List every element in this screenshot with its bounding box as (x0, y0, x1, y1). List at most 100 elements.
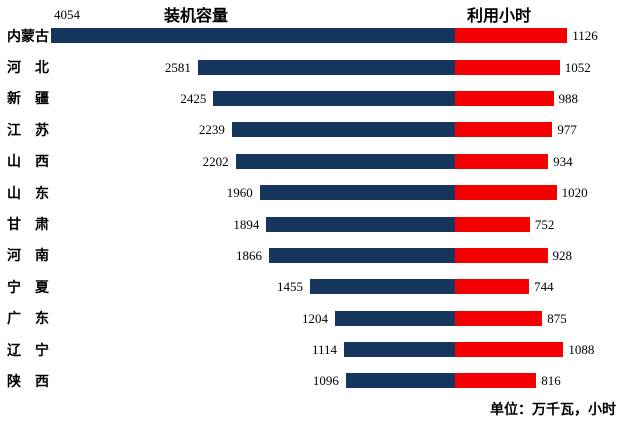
right-series-title: 利用小时 (467, 8, 532, 25)
capacity-zone: 1114 (51, 334, 455, 365)
hours-bar (455, 90, 554, 106)
hours-bar (455, 59, 560, 75)
hours-value-label: 988 (558, 90, 579, 106)
category-label: 宁 夏 (7, 280, 49, 296)
chart-row: 内蒙古 4054 1126 (0, 8, 622, 51)
hours-zone: 1126 (455, 20, 622, 51)
capacity-zone: 1894 (51, 208, 455, 239)
hours-bar (455, 153, 549, 169)
capacity-value-label: 1455 (277, 279, 303, 295)
category-label: 辽 宁 (7, 343, 49, 359)
hours-bar (455, 310, 543, 326)
chart-row: 辽 宁 1114 1088 (0, 334, 622, 365)
left-series-title: 装机容量 (164, 8, 229, 25)
category-label: 河 北 (7, 61, 49, 77)
capacity-value-label: 4054 (54, 7, 80, 22)
chart-row: 山 西 2202 934 (0, 146, 622, 177)
capacity-zone: 1455 (51, 271, 455, 302)
hours-bar (455, 216, 530, 232)
capacity-zone: 2202 (51, 146, 455, 177)
hours-zone: 988 (455, 83, 622, 114)
capacity-value-label: 1866 (236, 247, 262, 263)
capacity-zone: 2239 (51, 114, 455, 145)
capacity-bar (266, 216, 455, 232)
capacity-bar (269, 247, 455, 263)
chart-row: 新 疆 2425 988 (0, 83, 622, 114)
hours-value-label: 1020 (561, 185, 588, 201)
capacity-zone: 2425 (51, 83, 455, 114)
category-label: 广 东 (7, 312, 49, 328)
hours-bar (455, 28, 568, 44)
capacity-zone: 1960 (51, 177, 455, 208)
capacity-zone: 2581 (51, 51, 455, 82)
category-label: 河 南 (7, 249, 49, 265)
capacity-zone: 1866 (51, 240, 455, 271)
hours-value-label: 1088 (568, 342, 595, 358)
hours-zone: 816 (455, 365, 622, 396)
category-label: 甘 肃 (7, 218, 49, 234)
category-label: 山 西 (7, 155, 49, 171)
hours-zone: 1052 (455, 51, 622, 82)
category-label: 新 疆 (7, 92, 49, 108)
hours-value-label: 1052 (564, 59, 591, 75)
capacity-zone: 1204 (51, 303, 455, 334)
category-label: 陕 西 (7, 374, 49, 390)
capacity-value-label: 1114 (311, 342, 337, 358)
capacity-bar (197, 59, 455, 75)
hours-zone: 928 (455, 240, 622, 271)
capacity-value-label: 2239 (198, 122, 225, 138)
hours-bar (455, 342, 564, 358)
chart-row: 江 苏 2239 977 (0, 114, 622, 145)
hours-bar (455, 279, 530, 295)
hours-bar (455, 373, 537, 389)
hours-zone: 752 (455, 208, 622, 239)
hours-zone: 934 (455, 146, 622, 177)
hours-zone: 875 (455, 303, 622, 334)
chart-row: 陕 西 1096 816 (0, 365, 622, 396)
capacity-zone: 1096 (51, 365, 455, 396)
hours-value-label: 977 (557, 122, 577, 138)
capacity-bar (310, 279, 455, 295)
hours-zone: 744 (455, 271, 622, 302)
chart-rows: 内蒙古 4054 1126 河 北 2581 1052 新 疆 2425 988 江 苏 2239 9… (0, 8, 622, 397)
hours-value-label: 875 (547, 310, 567, 326)
capacity-bar (345, 373, 455, 389)
hours-value-label: 744 (534, 279, 554, 295)
hours-value-label: 934 (553, 153, 573, 169)
hours-bar (455, 185, 557, 201)
chart-row: 河 北 2581 1052 (0, 51, 622, 82)
hours-value-label: 1126 (572, 28, 598, 44)
capacity-bar (335, 310, 455, 326)
unit-note: 单位：万千瓦，小时 (490, 403, 616, 418)
hours-bar (455, 247, 548, 263)
hours-zone: 1088 (455, 334, 622, 365)
chart-row: 宁 夏 1455 744 (0, 271, 622, 302)
capacity-bar (344, 342, 455, 358)
chart-row: 甘 肃 1894 752 (0, 208, 622, 239)
capacity-bar (51, 28, 455, 44)
category-label: 山 东 (7, 186, 49, 202)
capacity-zone: 4054 (51, 8, 455, 51)
capacity-bar (231, 122, 455, 138)
capacity-bar (213, 90, 455, 106)
hours-value-label: 752 (534, 216, 555, 232)
hours-bar (455, 122, 553, 138)
hours-value-label: 928 (552, 247, 573, 263)
capacity-value-label: 2425 (180, 90, 207, 106)
category-label: 内蒙古 (7, 29, 49, 45)
hours-zone: 1020 (455, 177, 622, 208)
capacity-bar (259, 185, 455, 201)
hours-zone: 977 (455, 114, 622, 145)
capacity-value-label: 2581 (164, 59, 191, 75)
chart-row: 山 东 1960 1020 (0, 177, 622, 208)
capacity-value-label: 1096 (312, 373, 339, 389)
capacity-value-label: 1960 (226, 185, 253, 201)
chart-row: 广 东 1204 875 (0, 303, 622, 334)
category-label: 江 苏 (7, 123, 49, 139)
capacity-value-label: 1894 (233, 216, 260, 232)
capacity-value-label: 2202 (202, 153, 229, 169)
capacity-value-label: 1204 (302, 310, 328, 326)
chart-row: 河 南 1866 928 (0, 240, 622, 271)
hours-value-label: 816 (541, 373, 561, 389)
